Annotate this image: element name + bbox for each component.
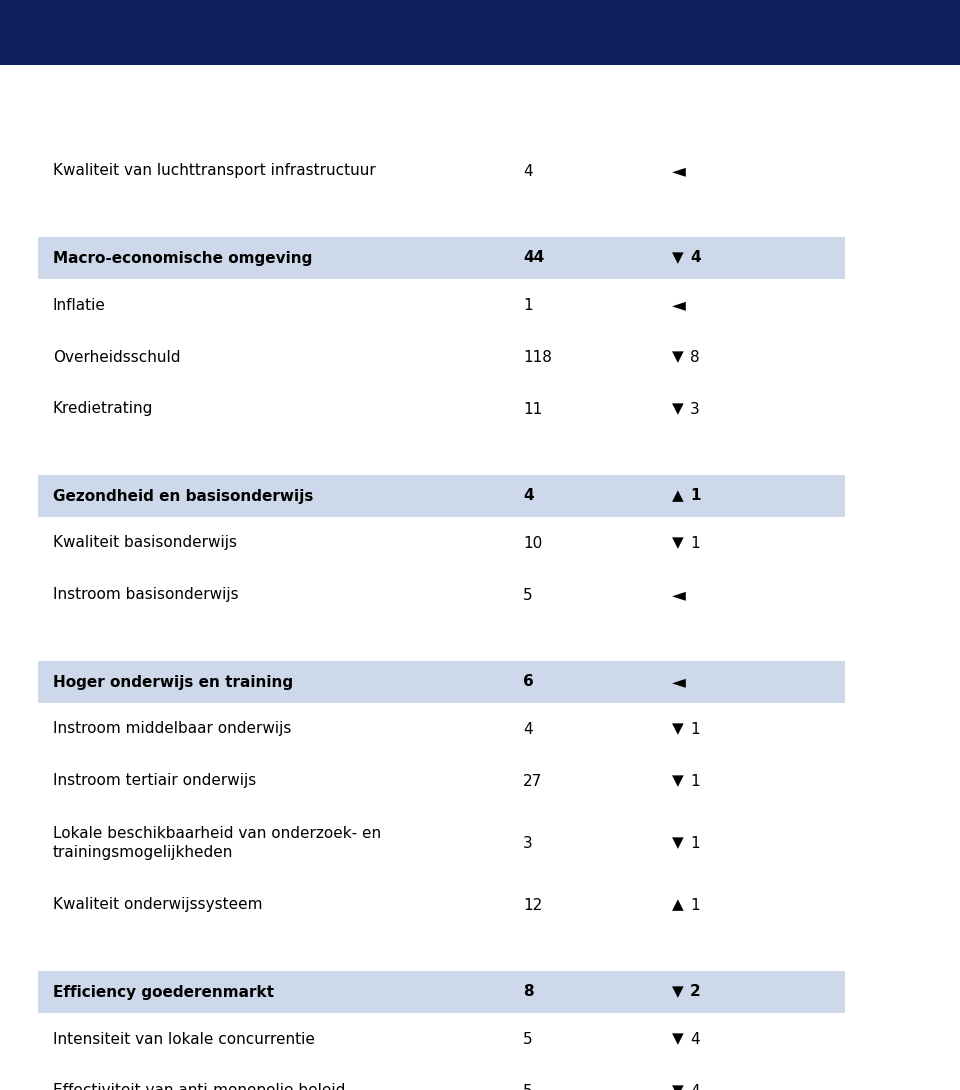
- Text: ▲: ▲: [672, 897, 684, 912]
- Text: 2: 2: [690, 984, 701, 1000]
- Text: 12: 12: [523, 897, 542, 912]
- Text: 44: 44: [523, 251, 544, 266]
- Text: ▼: ▼: [672, 774, 684, 788]
- Text: 4: 4: [523, 722, 533, 737]
- Text: 1: 1: [523, 298, 533, 313]
- Text: Intensiteit van lokale concurrentie: Intensiteit van lokale concurrentie: [53, 1031, 315, 1046]
- Text: Instroom middelbaar onderwijs: Instroom middelbaar onderwijs: [53, 722, 291, 737]
- Text: 11: 11: [523, 401, 542, 416]
- Text: ▲: ▲: [672, 488, 684, 504]
- Text: Lokale beschikbaarheid van onderzoek- en: Lokale beschikbaarheid van onderzoek- en: [53, 825, 381, 840]
- Text: Instroom tertiair onderwijs: Instroom tertiair onderwijs: [53, 774, 256, 788]
- Text: Overheidsschuld: Overheidsschuld: [53, 350, 180, 364]
- Text: 1: 1: [690, 774, 700, 788]
- Bar: [0, 0, 960, 65]
- Text: ◄: ◄: [672, 162, 685, 180]
- Text: 4: 4: [690, 1083, 700, 1090]
- Text: ◄: ◄: [672, 586, 685, 604]
- Text: 1: 1: [690, 722, 700, 737]
- Text: 1: 1: [690, 897, 700, 912]
- Text: 6: 6: [523, 675, 534, 690]
- Text: Efficiency goederenmarkt: Efficiency goederenmarkt: [53, 984, 274, 1000]
- Text: 4: 4: [523, 164, 533, 179]
- Text: 8: 8: [523, 984, 534, 1000]
- Text: Instroom basisonderwijs: Instroom basisonderwijs: [53, 588, 238, 603]
- Text: 27: 27: [523, 774, 542, 788]
- Text: 4: 4: [690, 1031, 700, 1046]
- Text: 3: 3: [690, 401, 700, 416]
- Text: Hoger onderwijs en training: Hoger onderwijs en training: [53, 675, 293, 690]
- Text: ▼: ▼: [672, 984, 684, 1000]
- Text: 1: 1: [690, 535, 700, 550]
- Text: ▼: ▼: [672, 350, 684, 364]
- Text: 1: 1: [690, 836, 700, 850]
- Bar: [38, 237, 845, 279]
- Text: ◄: ◄: [672, 673, 685, 691]
- Text: ▼: ▼: [672, 535, 684, 550]
- Text: ▼: ▼: [672, 1031, 684, 1046]
- Text: Gezondheid en basisonderwijs: Gezondheid en basisonderwijs: [53, 488, 313, 504]
- Text: Kwaliteit basisonderwijs: Kwaliteit basisonderwijs: [53, 535, 237, 550]
- Text: trainingsmogelijkheden: trainingsmogelijkheden: [53, 846, 233, 860]
- Text: 5: 5: [523, 1083, 533, 1090]
- Text: 1: 1: [690, 488, 701, 504]
- Bar: [38, 475, 845, 517]
- Text: 5: 5: [523, 588, 533, 603]
- Text: 4: 4: [523, 488, 534, 504]
- Bar: [38, 661, 845, 703]
- Text: 4: 4: [690, 251, 701, 266]
- Text: ▼: ▼: [672, 1083, 684, 1090]
- Text: 118: 118: [523, 350, 552, 364]
- Text: 10: 10: [523, 535, 542, 550]
- Text: Kwaliteit onderwijssysteem: Kwaliteit onderwijssysteem: [53, 897, 262, 912]
- Text: 8: 8: [690, 350, 700, 364]
- Text: Kwaliteit van luchttransport infrastructuur: Kwaliteit van luchttransport infrastruct…: [53, 164, 375, 179]
- Text: ▼: ▼: [672, 722, 684, 737]
- Text: Effectiviteit van anti-monopolie beleid: Effectiviteit van anti-monopolie beleid: [53, 1083, 346, 1090]
- Text: Kredietrating: Kredietrating: [53, 401, 154, 416]
- Text: ▼: ▼: [672, 836, 684, 850]
- Text: ◄: ◄: [672, 296, 685, 314]
- Text: Macro-economische omgeving: Macro-economische omgeving: [53, 251, 312, 266]
- Text: 3: 3: [523, 836, 533, 850]
- Text: ▼: ▼: [672, 401, 684, 416]
- Text: 5: 5: [523, 1031, 533, 1046]
- Text: Inflatie: Inflatie: [53, 298, 106, 313]
- Bar: [38, 971, 845, 1013]
- Text: ▼: ▼: [672, 251, 684, 266]
